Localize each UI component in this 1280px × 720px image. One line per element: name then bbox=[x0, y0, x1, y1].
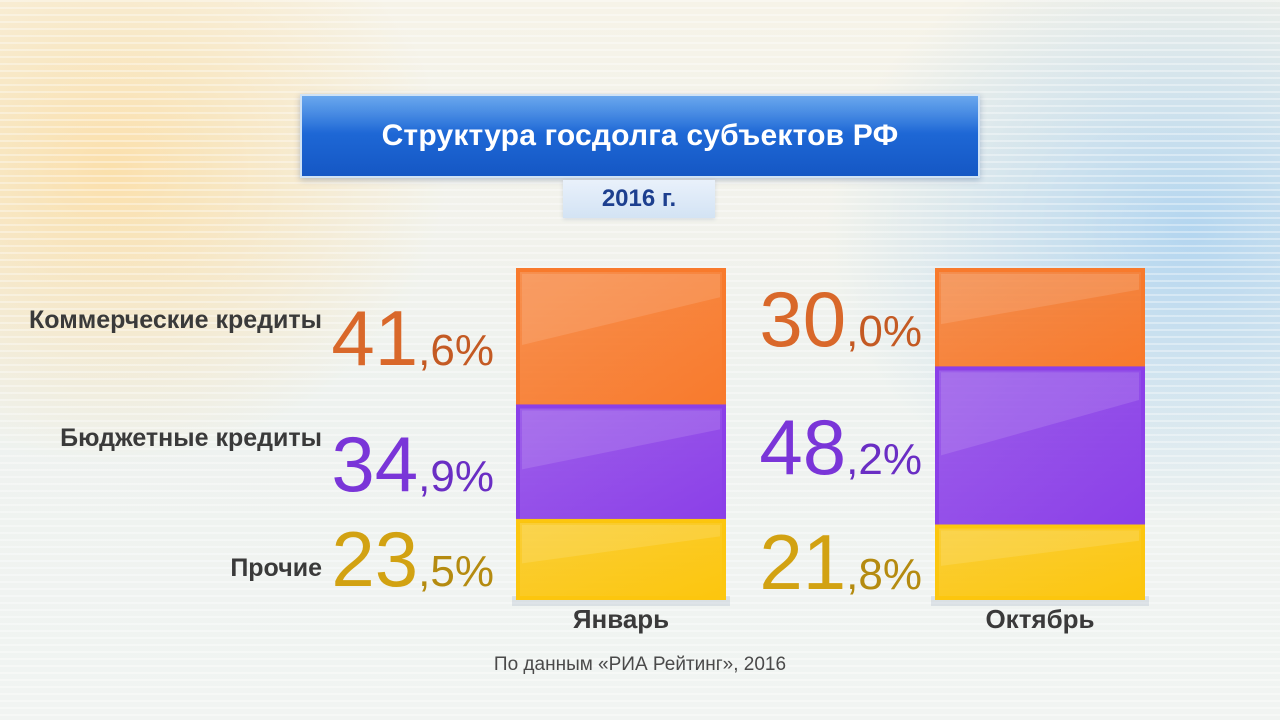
value-label-budget-oct: 48,2% bbox=[759, 407, 922, 487]
bar-shine bbox=[941, 274, 1139, 325]
title-banner: Структура госдолга субъектов РФ bbox=[300, 94, 980, 178]
chart-title: Структура госдолга субъектов РФ bbox=[381, 119, 899, 152]
value-fraction: ,9% bbox=[418, 451, 494, 501]
bar-segment-commercial-oct bbox=[935, 268, 1145, 371]
year-badge: 2016 г. bbox=[563, 180, 715, 218]
value-integer: 21 bbox=[759, 518, 847, 607]
value-label-other-oct: 21,8% bbox=[759, 522, 922, 602]
bar-shadow-Октябрь bbox=[931, 596, 1149, 606]
bar-shine bbox=[941, 372, 1139, 456]
category-label-commercial: Коммерческие кредиты bbox=[29, 306, 322, 334]
bar-shine bbox=[941, 530, 1139, 566]
value-fraction: ,6% bbox=[418, 326, 494, 376]
year-label: 2016 г. bbox=[601, 185, 677, 212]
bar-shine bbox=[522, 524, 720, 564]
value-integer: 23 bbox=[331, 515, 419, 604]
bar-shine bbox=[522, 410, 720, 470]
source-note: По данным «РИА Рейтинг», 2016 bbox=[493, 654, 787, 675]
value-integer: 48 bbox=[759, 403, 847, 492]
value-label-other-jan: 23,5% bbox=[331, 519, 494, 599]
value-integer: 41 bbox=[331, 294, 419, 383]
value-integer: 34 bbox=[331, 419, 419, 508]
value-fraction: ,8% bbox=[846, 550, 922, 600]
month-label-oct: Октябрь bbox=[985, 604, 1095, 634]
category-label-budget: Бюджетные кредиты bbox=[60, 424, 322, 452]
value-label-commercial-oct: 30,0% bbox=[759, 279, 922, 359]
value-fraction: ,5% bbox=[418, 547, 494, 597]
bar-shine bbox=[522, 274, 720, 346]
month-label-jan: Январь bbox=[572, 604, 670, 634]
value-integer: 30 bbox=[759, 275, 847, 364]
value-fraction: ,0% bbox=[846, 307, 922, 357]
bar-segment-other-jan bbox=[516, 518, 726, 600]
value-label-commercial-jan: 41,6% bbox=[331, 298, 494, 378]
bar-segment-other-oct bbox=[935, 524, 1145, 600]
category-label-other: Прочие bbox=[230, 554, 322, 582]
bar-shadow-Январь bbox=[512, 596, 730, 606]
value-label-budget-jan: 34,9% bbox=[331, 424, 494, 504]
value-fraction: ,2% bbox=[846, 435, 922, 485]
bar-segment-commercial-jan bbox=[516, 268, 726, 409]
